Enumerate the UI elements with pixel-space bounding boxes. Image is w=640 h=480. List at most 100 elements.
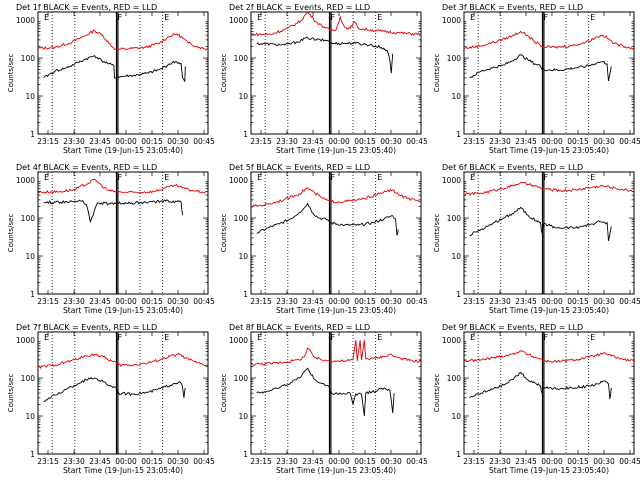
x-tick-label: 00:00 [541,137,563,146]
y-tick-label: 10 [451,252,461,261]
state-marker-label: F [330,333,335,342]
x-tick-label: 23:30 [489,297,511,306]
panel-det-5: Det 5f BLACK = Events, RED = LLD 1 10 100 10… [220,163,428,315]
state-marker-label: E [44,333,49,342]
x-tick-label: 23:45 [515,457,537,466]
panel-det-7: Det 7f BLACK = Events, RED = LLD 1 10 100 10… [7,323,215,475]
state-marker-label: E [470,13,475,22]
x-tick-label: 00:15 [567,137,589,146]
x-tick-label: 23:45 [89,297,111,306]
x-tick-label: 23:15 [463,137,485,146]
lld-series-line [463,350,635,363]
x-tick-label: 23:15 [463,457,485,466]
x-axis-label: Start Time (19-Jun-15 23:05:40) [63,146,183,155]
x-tick-label: 00:00 [115,457,137,466]
panel-det-9: Det 9f BLACK = Events, RED = LLD 1 10 100 10… [433,323,640,475]
lld-series-line [250,11,422,37]
state-marker-label: E [377,173,382,182]
x-tick-label: 00:45 [619,297,640,306]
y-tick-label: 1000 [229,176,248,185]
x-tick-label: 00:45 [619,457,640,466]
state-marker-label: F [330,173,335,182]
x-tick-label: 00:30 [167,297,189,306]
y-tick-label: 1 [456,130,461,139]
state-marker-label: F [543,173,548,182]
x-tick-label: 00:00 [541,457,563,466]
x-tick-label: 00:00 [328,457,350,466]
x-tick-label: 00:30 [593,457,615,466]
y-tick-label: 1 [243,290,248,299]
panel-title: Det 8f BLACK = Events, RED = LLD [229,323,370,332]
y-tick-label: 10 [25,252,35,261]
x-tick-label: 23:30 [63,137,85,146]
lld-series-line [463,181,635,197]
x-tick-label: 23:30 [63,457,85,466]
y-axis-label: Counts/sec [220,54,228,93]
x-axis-label: Start Time (19-Jun-15 23:05:40) [489,306,609,315]
x-tick-label: 00:00 [541,297,563,306]
x-tick-label: 00:15 [567,457,589,466]
events-series-line [256,202,399,236]
x-tick-label: 00:30 [167,137,189,146]
x-tick-label: 23:30 [489,137,511,146]
state-marker-label: E [470,333,475,342]
state-marker-label: F [117,173,122,182]
x-tick-label: 23:15 [250,457,272,466]
state-marker-label: E [164,13,169,22]
events-series-line [469,54,612,81]
y-tick-label: 10 [238,412,248,421]
x-tick-label: 00:45 [193,137,215,146]
x-tick-label: 00:15 [141,457,163,466]
lld-series-line [37,178,209,194]
state-marker-label: F [117,13,122,22]
y-axis-label: Counts/sec [433,54,441,93]
events-series-line [43,199,183,224]
x-tick-label: 00:45 [193,457,215,466]
state-marker-label: E [44,13,49,22]
panel-det-4: Det 4f BLACK = Events, RED = LLD 1 10 100 10… [7,163,215,315]
panel-title: Det 5f BLACK = Events, RED = LLD [229,163,370,172]
y-tick-label: 1000 [229,16,248,25]
panel-det-1: Det 1f BLACK = Events, RED = LLD 1 10 100 10… [7,3,215,155]
events-series-line [469,206,612,241]
panel-det-2: Det 2f BLACK = Events, RED = LLD 1 10 100 10… [220,3,428,155]
events-series-line [43,55,186,82]
x-tick-label: 23:45 [302,457,324,466]
y-axis-label: Counts/sec [433,214,441,253]
lld-series-line [250,187,422,208]
y-tick-label: 100 [447,374,462,383]
events-series-line [469,371,612,400]
x-tick-label: 23:45 [89,457,111,466]
y-tick-label: 1 [243,130,248,139]
x-tick-label: 23:15 [37,457,59,466]
y-tick-label: 10 [451,412,461,421]
y-tick-label: 1 [30,130,35,139]
x-tick-label: 23:30 [276,137,298,146]
panel-title: Det 7f BLACK = Events, RED = LLD [16,323,157,332]
state-marker-label: E [590,13,595,22]
plot-frame [37,171,209,295]
x-tick-label: 00:45 [406,297,428,306]
y-axis-label: Counts/sec [220,214,228,253]
y-tick-label: 100 [234,374,249,383]
state-marker-label: E [377,333,382,342]
x-tick-label: 00:00 [328,137,350,146]
y-tick-label: 10 [238,252,248,261]
x-tick-label: 23:15 [250,137,272,146]
x-tick-label: 23:15 [37,137,59,146]
plot-frame [250,171,422,295]
x-tick-label: 00:30 [167,457,189,466]
y-tick-label: 100 [447,54,462,63]
x-tick-label: 23:30 [276,297,298,306]
x-tick-label: 00:45 [406,457,428,466]
events-series-line [43,376,186,403]
x-axis-label: Start Time (19-Jun-15 23:05:40) [489,146,609,155]
state-marker-label: E [257,13,262,22]
y-axis-label: Counts/sec [7,54,15,93]
y-tick-label: 1000 [442,176,461,185]
x-tick-label: 00:30 [593,137,615,146]
panel-det-6: Det 6f BLACK = Events, RED = LLD 1 10 100 10… [433,163,640,315]
y-axis-label: Counts/sec [220,374,228,413]
x-tick-label: 23:30 [489,457,511,466]
x-tick-label: 00:15 [354,137,376,146]
